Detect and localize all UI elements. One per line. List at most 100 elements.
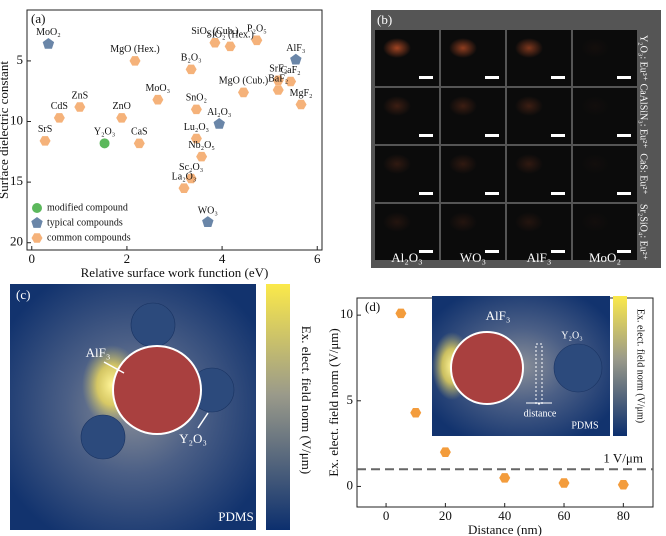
marker [190, 104, 202, 115]
marker [185, 173, 197, 184]
row-label: CaAlSiN₃: Eu²⁺ [638, 84, 649, 149]
x-tick-label: 60 [558, 508, 571, 523]
neighbor-label: Y₂O₃ [561, 330, 582, 341]
marker [74, 102, 86, 112]
host-label: AlF₃ [86, 345, 111, 360]
scale-bar [419, 76, 433, 79]
emission-glow [581, 154, 609, 174]
emission-glow [515, 154, 543, 174]
y-tick-label: 5 [347, 392, 354, 407]
point-label: CdS [51, 101, 68, 112]
point-label: SnO₂ [186, 93, 207, 104]
y-tick-label: 0 [347, 477, 354, 492]
legend-marker [32, 203, 42, 213]
scale-bar [551, 134, 565, 137]
emission-glow [449, 154, 477, 174]
neighbor-particle [80, 414, 126, 460]
marker [209, 37, 221, 48]
y-tick-label: 10 [10, 112, 23, 127]
point-label: La₂O₃ [172, 171, 197, 182]
marker [152, 94, 164, 105]
colorbar [266, 284, 290, 530]
point-label: CaS [131, 127, 148, 138]
marker [237, 87, 249, 98]
legend-label: common compounds [47, 232, 131, 243]
neighbor-arrow [197, 412, 209, 429]
scale-bar [617, 134, 631, 137]
scale-bar [551, 76, 565, 79]
point-label: Y₂O₃ [94, 127, 115, 138]
colorbar-label: Ex. elect. field norm (V/μm) [299, 326, 314, 474]
x-tick-label: 0 [383, 508, 390, 523]
point-label: Al₂O₃ [207, 107, 231, 118]
legend-label: modified compound [47, 202, 128, 213]
x-tick-label: 40 [498, 508, 511, 523]
panel-label: (b) [377, 12, 392, 27]
marker [295, 99, 307, 110]
marker [116, 113, 128, 123]
neighbor-particle [553, 343, 603, 393]
row-label: Y₂O₃: Eu³⁺ [638, 35, 649, 81]
point-label: Nb₂O₅ [188, 140, 214, 151]
emission-glow [515, 38, 543, 58]
marker [42, 37, 55, 49]
point-label: AlF₃ [286, 43, 305, 54]
emission-glow [581, 96, 609, 116]
panel-label: (c) [16, 287, 30, 302]
emission-glow [383, 96, 411, 116]
marker [99, 138, 110, 149]
x-axis-label: Distance (nm) [468, 522, 542, 536]
point-label: P₂O₅ [247, 24, 267, 35]
scale-bar [617, 250, 631, 253]
legend-label: typical compounds [47, 217, 123, 228]
plot-frame [26, 9, 323, 251]
scale-bar [551, 192, 565, 195]
point-label: Sc₂O₃ [179, 162, 203, 173]
medium-label: PDMS [571, 420, 598, 431]
scale-bar [485, 134, 499, 137]
x-axis-label: Relative surface work function (eV) [81, 265, 269, 280]
point-label: WO₃ [198, 205, 218, 216]
emission-glow [515, 212, 543, 232]
column-label: MoO₂ [589, 250, 621, 265]
emission-glow [515, 96, 543, 116]
marker [224, 41, 236, 52]
point-label: MgO (Cub.) [219, 76, 268, 87]
emission-glow [581, 38, 609, 58]
y-tick-label: 5 [17, 52, 24, 67]
emission-glow [581, 212, 609, 232]
marker [213, 117, 225, 129]
row-label: CaS: Eu²⁺ [638, 153, 649, 194]
emission-glow [449, 38, 477, 58]
marker [202, 216, 214, 227]
scale-bar [551, 250, 565, 253]
colorbar-label: Ex. elect. field norm (V/μm) [635, 309, 646, 423]
marker [617, 479, 629, 490]
point-label: SiO₂ (Cub.) [191, 26, 238, 37]
emission-glow [383, 154, 411, 174]
emission-glow [449, 212, 477, 232]
y-tick-label: 20 [10, 234, 23, 249]
marker [499, 473, 511, 483]
scale-bar [419, 134, 433, 137]
column-label: WO₃ [460, 250, 486, 265]
marker [178, 183, 190, 193]
x-tick-label: 0 [29, 251, 36, 266]
marker [196, 151, 208, 162]
legend-marker [31, 217, 43, 228]
marker [410, 408, 422, 418]
scale-bar [485, 192, 499, 195]
marker [251, 35, 263, 46]
scale-bar [419, 250, 433, 253]
marker [133, 138, 145, 149]
x-tick-label: 2 [124, 251, 131, 266]
y-tick-label: 15 [10, 173, 23, 188]
scale-bar [485, 76, 499, 79]
marker [272, 75, 284, 86]
point-label: SiO₂ (Hex.) [206, 30, 253, 41]
column-label: AlF₃ [527, 250, 552, 265]
marker [129, 56, 141, 66]
x-tick-label: 6 [314, 251, 321, 266]
scale-bar [485, 250, 499, 253]
x-tick-label: 80 [617, 508, 630, 523]
